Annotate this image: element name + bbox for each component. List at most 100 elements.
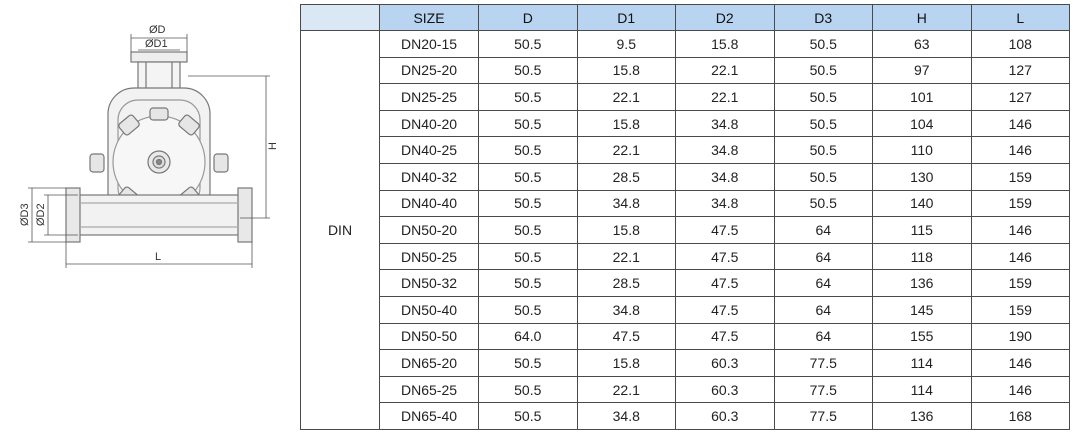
cell-h: 101 [872, 83, 972, 111]
cell-h: 110 [872, 136, 972, 164]
cell-d2: 47.5 [675, 269, 775, 297]
cell-d: 50.5 [478, 162, 578, 191]
cell-l: 146 [970, 375, 1070, 404]
group-label: DIN [300, 30, 380, 430]
cell-d1: 15.8 [576, 56, 676, 85]
cell-l: 146 [970, 242, 1070, 271]
cell-h: 97 [872, 56, 972, 85]
header-row: SIZE D D1 D2 D3 H L [300, 4, 1070, 31]
cell-size: DN50-20 [379, 216, 479, 244]
cell-size: DN20-15 [379, 30, 479, 58]
label-l: L [155, 251, 161, 263]
cell-d: 50.5 [478, 349, 578, 377]
cell-h: 63 [872, 30, 972, 58]
cell-l: 159 [970, 295, 1070, 324]
cell-d: 50.5 [478, 30, 578, 58]
cell-h: 136 [872, 402, 972, 430]
col-header-d2: D2 [675, 4, 775, 31]
cell-d: 50.5 [478, 189, 578, 218]
cell-d3: 64 [773, 216, 873, 244]
cell-d: 64.0 [478, 322, 578, 351]
cell-d: 50.5 [478, 216, 578, 244]
cell-d: 50.5 [478, 242, 578, 271]
cell-d2: 22.1 [675, 83, 775, 111]
spec-table: SIZE D D1 D2 D3 H L DIN DN20-15 50.5 9.5 15.… [300, 4, 1070, 430]
cell-d2: 47.5 [675, 322, 775, 351]
cell-d2: 60.3 [675, 349, 775, 377]
cell-size: DN50-40 [379, 295, 479, 324]
label-od2: ØD2 [35, 203, 47, 226]
cell-d2: 22.1 [675, 56, 775, 85]
cell-d2: 47.5 [675, 295, 775, 324]
col-header-h: H [872, 4, 972, 31]
cell-d: 50.5 [478, 136, 578, 164]
col-header-l: L [970, 4, 1070, 31]
table-row: DN65-40 50.5 34.8 60.3 77.5 136 168 [301, 402, 1070, 430]
dimension-lines [28, 34, 270, 268]
cell-d1: 15.8 [576, 216, 676, 244]
cell-size: DN50-50 [379, 322, 479, 351]
cell-l: 159 [970, 162, 1070, 191]
cell-d1: 34.8 [576, 295, 676, 324]
cell-d2: 47.5 [675, 216, 775, 244]
cell-d2: 60.3 [675, 402, 775, 430]
cell-size: DN40-25 [379, 136, 479, 164]
label-od3: ØD3 [19, 203, 31, 226]
cell-d1: 15.8 [576, 349, 676, 377]
table-row: DN50-32 50.5 28.5 47.5 64 136 159 [301, 269, 1070, 297]
table-row: DN50-20 50.5 15.8 47.5 64 115 146 [301, 216, 1070, 244]
cell-d: 50.5 [478, 109, 578, 138]
table-row: DN65-20 50.5 15.8 60.3 77.5 114 146 [301, 349, 1070, 377]
cell-d3: 50.5 [773, 56, 873, 85]
cell-d3: 77.5 [773, 375, 873, 404]
cell-d1: 34.8 [576, 189, 676, 218]
col-header-size: SIZE [379, 4, 479, 31]
cell-l: 146 [970, 349, 1070, 377]
cell-size: DN40-40 [379, 189, 479, 218]
table-row: DN65-25 50.5 22.1 60.3 77.5 114 146 [301, 375, 1070, 404]
table-row: DN40-32 50.5 28.5 34.8 50.5 130 159 [301, 162, 1070, 191]
cell-d3: 50.5 [773, 136, 873, 164]
spec-body: DIN DN20-15 50.5 9.5 15.8 50.5 63 108 DN25-20 50.… [300, 30, 1070, 430]
table-row: DIN DN20-15 50.5 9.5 15.8 50.5 63 108 [300, 30, 1070, 430]
cell-l: 108 [970, 30, 1070, 58]
cell-d2: 34.8 [675, 136, 775, 164]
table-row: DN25-20 50.5 15.8 22.1 50.5 97 127 [301, 56, 1070, 85]
cell-h: 118 [872, 242, 972, 271]
cell-d: 50.5 [478, 56, 578, 85]
cell-d1: 28.5 [576, 269, 676, 297]
cell-h: 104 [872, 109, 972, 138]
cell-d3: 50.5 [773, 30, 873, 58]
table-row: DN50-50 64.0 47.5 47.5 64 155 190 [301, 322, 1070, 351]
cell-l: 168 [970, 402, 1070, 430]
table-row: DN40-20 50.5 15.8 34.8 50.5 104 146 [301, 109, 1070, 138]
cell-h: 130 [872, 162, 972, 191]
cell-size: DN25-25 [379, 83, 479, 111]
col-header-d: D [478, 4, 578, 31]
cell-size: DN40-32 [379, 162, 479, 191]
cell-h: 145 [872, 295, 972, 324]
cell-d3: 64 [773, 322, 873, 351]
table-row: DN40-40 50.5 34.8 34.8 50.5 140 159 [301, 189, 1070, 218]
cell-d3: 50.5 [773, 83, 873, 111]
cell-d3: 50.5 [773, 189, 873, 218]
cell-d3: 64 [773, 295, 873, 324]
cell-l: 159 [970, 189, 1070, 218]
cell-l: 146 [970, 216, 1070, 244]
group-header-cell [300, 4, 380, 31]
col-header-d1: D1 [576, 4, 676, 31]
cell-d1: 22.1 [576, 83, 676, 111]
cell-d2: 60.3 [675, 375, 775, 404]
cell-d1: 22.1 [576, 136, 676, 164]
label-od1: ØD1 [145, 38, 168, 50]
cell-h: 136 [872, 269, 972, 297]
cell-h: 115 [872, 216, 972, 244]
side-pipe [65, 187, 253, 243]
cell-d3: 64 [773, 242, 873, 271]
cell-l: 159 [970, 269, 1070, 297]
cell-size: DN65-40 [379, 402, 479, 430]
cell-d3: 50.5 [773, 162, 873, 191]
cell-d3: 77.5 [773, 402, 873, 430]
cell-size: DN50-32 [379, 269, 479, 297]
cell-d1: 9.5 [576, 30, 676, 58]
